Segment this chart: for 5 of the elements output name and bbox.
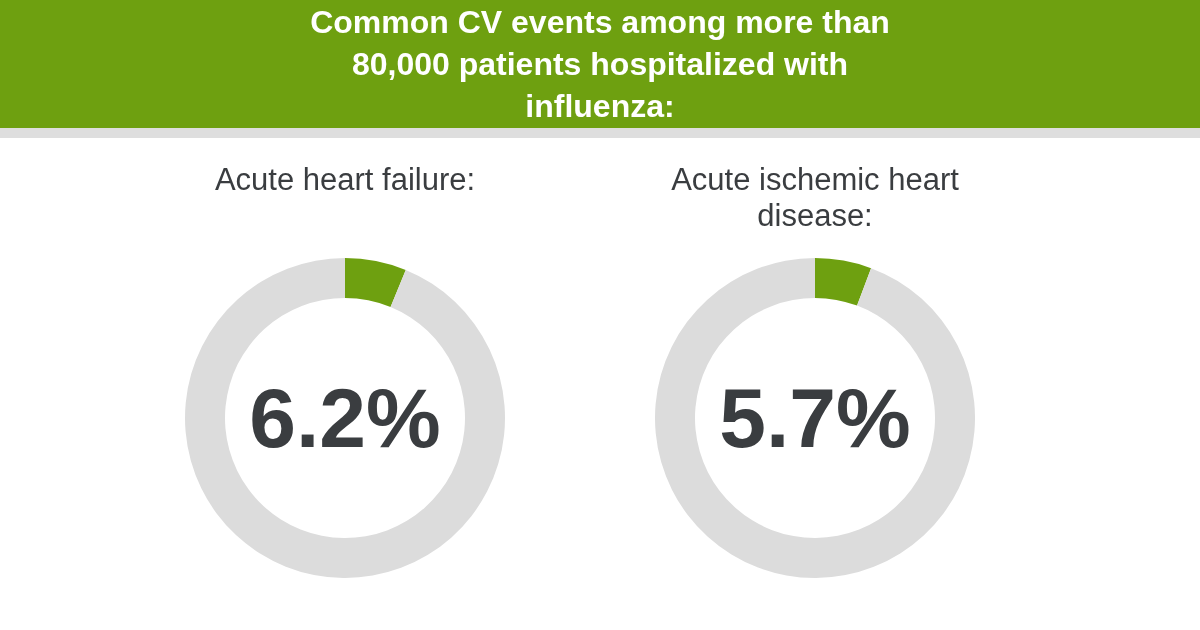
chart-subtitle: Acute ischemic heart disease:: [670, 162, 960, 234]
data-label: 5.7%: [655, 258, 975, 578]
data-label: 6.2%: [185, 258, 505, 578]
chart-subtitle: Acute heart failure:: [213, 162, 477, 198]
text: Common CV events among more than 80,000 patients hospitalized with influenza:: [309, 3, 891, 126]
